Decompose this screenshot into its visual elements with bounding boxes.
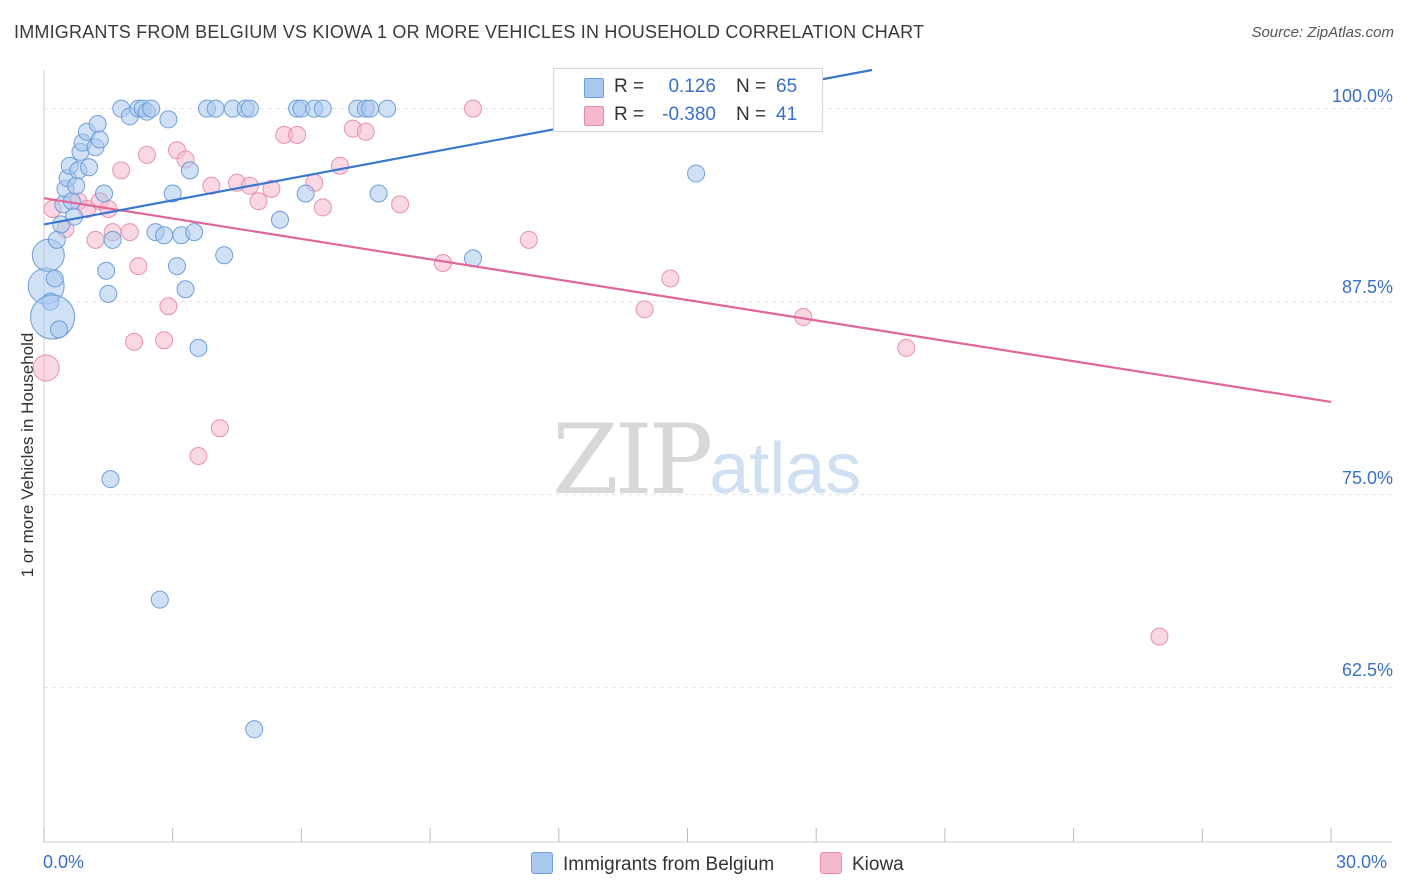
legend-swatch-kiowa	[584, 106, 604, 126]
correlation-legend: R = 0.126 N = 65 R = -0.380 N = 41	[553, 68, 823, 132]
belgium-point-39	[167, 257, 186, 276]
kiowa-point-24	[262, 179, 281, 198]
legend-n-label: N =	[736, 104, 767, 125]
legend-swatch-kiowa	[820, 852, 842, 874]
x-tick-label-min: 0.0%	[43, 852, 85, 872]
kiowa-point-41	[1150, 627, 1169, 646]
belgium-point-61	[369, 184, 388, 203]
belgium-point-14	[67, 176, 86, 195]
kiowa-point-36	[635, 300, 654, 319]
belgium-point-50	[240, 99, 259, 118]
legend-label-belgium: Immigrants from Belgium	[563, 854, 775, 875]
belgium-point-6	[50, 320, 69, 339]
y-tick-label-100: 100.0%	[1331, 86, 1393, 106]
kiowa-point-5	[86, 230, 105, 249]
kiowa-point-20	[210, 419, 229, 438]
belgium-point-52	[270, 210, 289, 229]
belgium-point-5	[47, 230, 66, 249]
chart-title: IMMIGRANTS FROM BELGIUM VS KIOWA 1 OR MO…	[14, 22, 925, 42]
watermark: ZIPatlas	[552, 404, 861, 516]
belgium-point-44	[189, 338, 208, 357]
belgium-point-55	[296, 184, 315, 203]
belgium-point-27	[103, 230, 122, 249]
belgium-point-57	[313, 99, 332, 118]
kiowa-point-13	[137, 145, 156, 164]
kiowa-point-9	[112, 161, 131, 180]
watermark-atlas: atlas	[709, 429, 862, 509]
kiowa-point-37	[661, 269, 680, 288]
kiowa-point-18	[189, 447, 208, 465]
kiowa-point-40	[897, 338, 916, 357]
kiowa-point-32	[391, 195, 410, 214]
legend-r-value: -0.380	[662, 104, 716, 125]
belgium-point-41	[176, 280, 195, 299]
legend-n-value: 65	[776, 76, 798, 97]
legend-n-label: N =	[736, 76, 767, 97]
y-tick-label-62-5: 62.5%	[1341, 660, 1393, 680]
belgium-point-25	[99, 284, 118, 303]
kiowa-point-11	[125, 332, 144, 351]
kiowa-point-35	[519, 230, 538, 249]
y-tick-label-75: 75.0%	[1341, 468, 1393, 488]
legend-row-kiowa: R = -0.380 N = 41	[554, 100, 822, 128]
series-legend-kiowa: Kiowa	[820, 852, 904, 876]
belgium-point-21	[88, 115, 107, 134]
belgium-point-26	[101, 470, 120, 489]
kiowa-point-0	[32, 354, 60, 382]
legend-n-value: 41	[776, 104, 798, 125]
belgium-point-23	[95, 184, 114, 203]
x-tick-label-max: 30.0%	[1336, 852, 1388, 872]
kiowa-point-29	[331, 156, 350, 175]
legend-swatch-belgium	[531, 852, 553, 874]
belgium-point-51	[245, 720, 264, 739]
y-tick-label-87-5: 87.5%	[1341, 277, 1393, 297]
belgium-point-22	[90, 130, 109, 149]
belgium-point-47	[215, 246, 234, 265]
legend-row-belgium: R = 0.126 N = 65	[554, 72, 822, 100]
belgium-point-62	[378, 99, 397, 118]
kiowa-point-31	[356, 122, 375, 141]
legend-r-label: R =	[614, 76, 645, 97]
kiowa-point-14	[155, 331, 174, 350]
belgium-point-46	[206, 99, 225, 118]
belgium-point-33	[142, 99, 161, 118]
belgium-point-37	[159, 110, 178, 129]
watermark-zip: ZIP	[552, 404, 713, 516]
legend-label-kiowa: Kiowa	[852, 854, 904, 875]
kiowa-point-23	[249, 192, 268, 211]
belgium-point-64	[687, 164, 706, 183]
belgium-point-60	[361, 99, 380, 118]
belgium-point-24	[97, 261, 116, 280]
legend-r-value: 0.126	[668, 76, 716, 97]
source-credit: Source: ZipAtlas.com	[1251, 24, 1394, 41]
belgium-point-36	[155, 226, 174, 245]
belgium-point-43	[185, 223, 204, 242]
kiowa-point-10	[120, 223, 139, 242]
kiowa-point-28	[313, 198, 332, 217]
kiowa-point-12	[129, 257, 148, 276]
belgium-point-38	[163, 184, 182, 203]
belgium-point-4	[45, 269, 64, 288]
kiowa-trend-line	[43, 197, 1332, 404]
legend-r-label: R =	[614, 104, 645, 125]
kiowa-point-26	[288, 125, 307, 144]
belgium-point-35	[150, 590, 169, 609]
belgium-point-19	[80, 158, 99, 177]
belgium-point-42	[180, 161, 199, 180]
kiowa-point-15	[159, 297, 178, 316]
kiowa-point-34	[464, 99, 482, 118]
legend-swatch-belgium	[584, 78, 604, 98]
series-legend-belgium: Immigrants from Belgium	[531, 852, 774, 876]
